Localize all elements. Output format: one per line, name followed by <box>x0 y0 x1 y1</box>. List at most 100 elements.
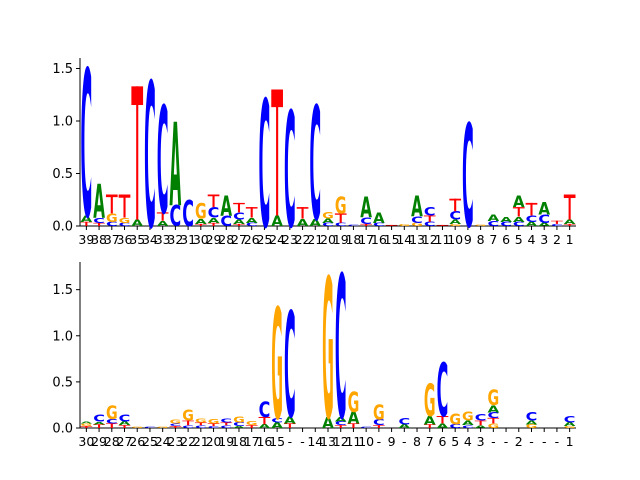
logo-letter-T <box>93 424 105 428</box>
logo-letter-C: C <box>551 223 563 227</box>
x-tick-label: 14 <box>307 434 323 449</box>
svg-text:G: G <box>564 426 576 429</box>
svg-text:A: A <box>360 193 372 226</box>
logo-letter-T <box>105 423 118 428</box>
logo-letter-T <box>182 420 194 426</box>
logo-letter-G: G <box>373 402 385 425</box>
logo-letter-G: G <box>233 415 245 424</box>
svg-text:A: A <box>271 213 283 230</box>
x-tick-label: 28 <box>104 434 120 449</box>
logo-letter-C: C <box>93 216 105 224</box>
logo-letter-T <box>233 202 245 213</box>
logo-panel-bottom: 0.00.51.01.530GA29AC28CG27AC26G25C24G23C… <box>52 235 576 463</box>
logo-letter-C: C <box>373 418 385 427</box>
logo-letter-C: C <box>119 222 131 227</box>
x-tick-label: 28 <box>218 232 234 247</box>
logo-letter-T <box>131 86 144 220</box>
logo-letter-A: A <box>348 408 360 428</box>
svg-text:C: C <box>424 206 436 219</box>
logo-letter-G: G <box>106 212 118 225</box>
logo-letter-A: A <box>220 191 232 223</box>
logo-letter-T <box>347 423 360 428</box>
svg-text:C: C <box>449 210 461 223</box>
logo-letter-G: G <box>195 200 207 225</box>
logo-letter-T <box>436 224 449 226</box>
x-tick-label: 6 <box>502 232 510 247</box>
logo-letter-A: A <box>259 424 271 430</box>
svg-text:G: G <box>233 415 245 424</box>
logo-letter-A: A <box>335 416 347 424</box>
logo-letter-T <box>283 423 296 428</box>
logo-letter-G: G <box>195 418 207 424</box>
logo-letter-C: C <box>220 424 232 429</box>
logo-letter-T <box>118 194 131 218</box>
logo-letter-G: G <box>475 225 487 227</box>
logo-letter-A: A <box>271 213 283 230</box>
logo-letter-C: C <box>462 424 474 429</box>
svg-text:A: A <box>271 421 284 430</box>
logo-letter-A: A <box>538 198 550 218</box>
logo-letter-G: G <box>398 223 410 226</box>
svg-text:A: A <box>526 420 538 426</box>
logo-letter-T <box>105 194 118 214</box>
logo-letter-C: C <box>538 213 550 226</box>
svg-text:C: C <box>360 216 372 226</box>
svg-text:C: C <box>551 223 563 227</box>
y-tick-label: 0.5 <box>52 167 73 182</box>
logo-letter-A: A <box>93 421 105 425</box>
logo-letter-C: C <box>93 413 105 424</box>
svg-text:C: C <box>170 200 182 233</box>
x-tick-label: 4 <box>464 434 472 449</box>
logo-letter-T <box>423 215 436 222</box>
logo-letter-C: C <box>271 417 283 424</box>
logo-letter-T <box>563 194 576 220</box>
x-tick-label: 16 <box>256 434 272 449</box>
svg-text:A: A <box>526 220 538 227</box>
logo-letter-G: G <box>322 211 334 221</box>
logo-letter-C: C <box>322 222 334 227</box>
svg-text:A: A <box>233 218 245 225</box>
logo-letter-C: C <box>81 28 93 263</box>
logo-letter-G: G <box>271 278 283 454</box>
svg-text:C: C <box>259 398 271 423</box>
logo-letter-A: A <box>233 426 246 429</box>
x-tick-label: 3 <box>477 434 485 449</box>
svg-text:C: C <box>526 411 538 424</box>
svg-text:A: A <box>513 193 525 211</box>
x-tick-label: - <box>300 434 305 449</box>
svg-text:A: A <box>398 424 410 430</box>
svg-text:G: G <box>81 423 93 427</box>
svg-text:C: C <box>119 222 131 227</box>
logo-letter-A: A <box>297 217 309 229</box>
svg-text:A: A <box>259 424 271 430</box>
y-tick-label: 0.5 <box>52 375 73 390</box>
logo-letter-C: C <box>246 222 258 227</box>
logo-letter-A: A <box>526 220 538 227</box>
x-tick-label: 14 <box>396 232 412 247</box>
logo-letter-C: C <box>220 213 232 230</box>
logo-letter-C: C <box>259 65 271 268</box>
x-tick-label: 10 <box>447 232 463 247</box>
svg-text:G: G <box>195 418 207 424</box>
svg-text:G: G <box>487 386 499 411</box>
logo-letter-G: G <box>335 192 347 220</box>
x-tick-label: 16 <box>371 232 387 247</box>
svg-text:A: A <box>93 176 105 230</box>
logo-letter-A: A <box>93 176 105 230</box>
svg-text:G: G <box>449 223 461 226</box>
logo-letter-A: A <box>271 421 284 430</box>
x-tick-label: 29 <box>91 434 107 449</box>
logo-letter-T <box>334 213 347 223</box>
logo-letter-A: A <box>475 425 487 429</box>
logo-letter-C: C <box>373 222 385 227</box>
svg-text:C: C <box>487 411 499 420</box>
logo-letter-A: A <box>81 214 93 224</box>
svg-text:C: C <box>500 221 512 228</box>
logo-letter-A: A <box>208 216 221 225</box>
svg-text:G: G <box>526 423 538 429</box>
svg-text:C: C <box>93 413 105 424</box>
logo-letter-T <box>220 422 233 426</box>
svg-text:C: C <box>119 413 131 424</box>
logo-letter-G: G <box>411 222 423 227</box>
logo-letter-G: G <box>526 423 538 429</box>
